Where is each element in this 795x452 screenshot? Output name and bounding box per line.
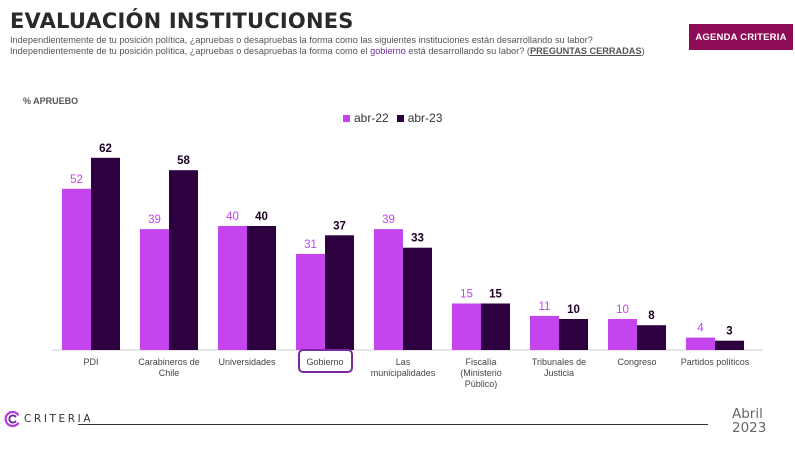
bar-2-1	[169, 170, 198, 350]
bar-2-2	[247, 226, 276, 350]
question-line-1: Independientemente de tu posición políti…	[10, 35, 593, 45]
legend-item-series-2: abr-23	[396, 111, 443, 125]
legend-swatch-series-1	[343, 114, 350, 122]
category-label-2: Universidades	[218, 357, 276, 367]
data-label-1-5: 15	[460, 289, 473, 301]
data-label-1-8: 4	[697, 323, 704, 335]
data-label-2-2: 40	[255, 211, 268, 223]
bar-1-1	[140, 229, 169, 350]
report-date-month: Abril	[732, 406, 763, 422]
data-label-2-1: 58	[177, 155, 190, 167]
bar-1-8	[686, 337, 715, 350]
bar-2-6	[559, 319, 588, 350]
bar-1-5	[452, 303, 481, 350]
bar-1-3	[296, 253, 325, 350]
data-label-2-4: 33	[411, 233, 424, 245]
category-label-0: PDI	[83, 357, 98, 367]
report-date-year: 2023	[732, 420, 767, 436]
criteria-logo-icon	[4, 410, 20, 428]
category-label-4-1: municipalidades	[371, 368, 436, 378]
bar-2-3	[325, 235, 354, 350]
data-label-1-2: 40	[226, 211, 239, 223]
bar-1-6	[530, 315, 559, 350]
legend-label-series-1: abr-22	[354, 111, 389, 125]
closed-questions-label: PREGUNTAS CERRADAS	[529, 46, 642, 56]
legend-swatch-series-2	[396, 114, 404, 122]
category-label-5-1: (Ministerio	[460, 368, 502, 378]
data-label-1-6: 11	[539, 301, 551, 313]
bar-1-7	[608, 319, 637, 350]
data-label-2-3: 37	[333, 220, 346, 232]
question-line-2: Independientemente de tu posición políti…	[10, 46, 660, 57]
data-label-1-3: 31	[304, 239, 317, 251]
bar-2-0	[91, 157, 120, 350]
bar-1-0	[62, 188, 91, 350]
bar-2-5	[481, 303, 510, 350]
question-line-2-text-b: está desarrollando su labor? (	[405, 46, 530, 56]
data-label-2-5: 15	[489, 289, 502, 301]
agenda-criteria-badge: AGENDA CRITERIA	[689, 24, 793, 50]
y-axis-label: % APRUEBO	[23, 96, 79, 106]
data-label-2-6: 10	[567, 304, 580, 316]
criteria-logo-text: CRITERIA	[24, 413, 94, 425]
legend-item-series-1: abr-22	[343, 111, 389, 125]
bar-1-4	[374, 229, 403, 350]
bar-1-2	[218, 226, 247, 350]
page-title: EVALUACIÓN INSTITUCIONES	[10, 9, 354, 33]
question-line-2-text-c: )	[641, 46, 645, 56]
data-label-1-7: 10	[616, 304, 629, 316]
category-label-1-1: Chile	[159, 368, 180, 378]
category-label-5-0: Fiscalía	[465, 357, 496, 367]
data-label-1-1: 39	[148, 214, 161, 226]
data-label-2-7: 8	[648, 310, 655, 322]
data-label-1-4: 39	[382, 214, 395, 226]
report-date: Abril 2023	[732, 407, 766, 435]
category-label-6-0: Tribunales de	[532, 357, 586, 367]
category-label-7: Congreso	[617, 357, 656, 367]
gobierno-highlight-box	[298, 349, 353, 373]
question-highlight: gobierno	[370, 46, 406, 56]
bar-2-8	[715, 340, 744, 350]
category-label-6-1: Justicia	[544, 368, 574, 378]
bar-2-4	[403, 247, 432, 350]
data-label-2-0: 62	[99, 143, 112, 155]
category-label-8: Partidos políticos	[681, 357, 750, 367]
chart-legend: abr-22 abr-23	[343, 111, 442, 125]
data-label-1-0: 52	[70, 174, 83, 186]
bar-2-7	[637, 325, 666, 350]
category-label-5-2: Público)	[465, 379, 498, 389]
category-label-1-0: Carabineros de	[138, 357, 200, 367]
category-label-3: Gobierno	[306, 357, 343, 367]
category-label-4-0: Las	[396, 357, 411, 367]
question-line-2-text-a: Independientemente de tu posición políti…	[10, 46, 371, 56]
footer-divider	[78, 424, 708, 425]
data-label-2-8: 3	[726, 326, 732, 338]
legend-label-series-2: abr-23	[407, 111, 443, 125]
